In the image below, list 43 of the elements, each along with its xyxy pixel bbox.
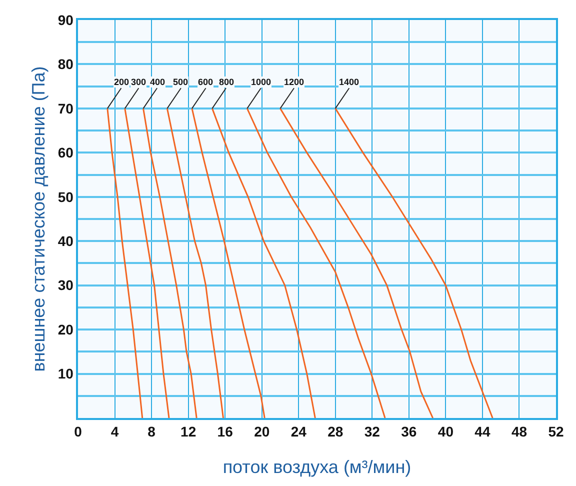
x-tick-label: 40: [438, 424, 454, 440]
line-series: [246, 108, 386, 418]
y-tick-label: 70: [58, 100, 74, 116]
line-series: [124, 108, 170, 418]
line-series: [211, 108, 316, 418]
x-tick-label: 52: [548, 424, 564, 440]
y-tick-label: 40: [58, 233, 74, 250]
x-tick-label: 8: [148, 424, 156, 440]
x-tick-label: 44: [474, 424, 490, 440]
y-tick-label: 30: [58, 277, 74, 294]
text: 1000: [251, 77, 272, 87]
y-tick-label: 20: [58, 321, 74, 338]
x-tick-label: 4: [110, 424, 119, 440]
text: 800: [219, 77, 234, 87]
text: 600: [198, 77, 214, 87]
y-tick-label: 50: [58, 188, 74, 205]
y-tick-label: 60: [58, 144, 74, 161]
y-tick-label: 10: [58, 366, 74, 382]
x-tick-label: 24: [290, 424, 307, 440]
x-tick-label: 36: [401, 424, 417, 440]
text: 200: [114, 77, 130, 87]
line-series: [279, 108, 434, 418]
text: 500: [173, 77, 188, 87]
x-tick-label: 16: [217, 424, 234, 440]
x-tick-label: 28: [328, 424, 344, 440]
text: 300: [131, 77, 146, 87]
x-axis-title: поток воздуха (м³/мин): [222, 457, 412, 478]
y-axis-title: внешнее статическое давление (Па): [28, 66, 49, 372]
line-series: [191, 108, 266, 418]
x-tick-label: 12: [180, 424, 196, 440]
text: 400: [150, 77, 166, 87]
line-series: [166, 108, 224, 418]
text: 1200: [284, 77, 304, 87]
text: 1400: [339, 77, 360, 87]
line-series: [334, 108, 494, 418]
y-tick-label: 90: [58, 12, 74, 28]
x-tick-label: 0: [74, 424, 82, 440]
y-tick-label: 80: [58, 56, 74, 72]
x-tick-label: 20: [254, 424, 270, 440]
line-series: [142, 108, 198, 418]
x-tick-label: 48: [511, 424, 528, 440]
line-series: [106, 108, 144, 418]
x-tick-label: 32: [364, 424, 380, 440]
